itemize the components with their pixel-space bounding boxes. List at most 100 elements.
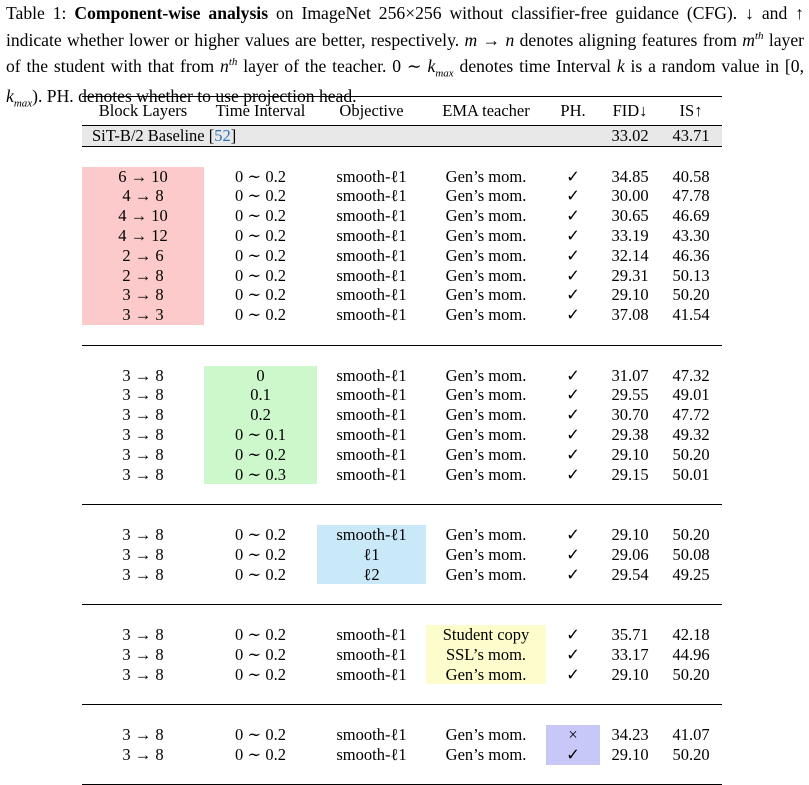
pad-cell	[82, 764, 722, 785]
cell-fid: 29.15	[611, 464, 649, 484]
cell-ema-teacher: SSL’s mom.	[426, 644, 546, 665]
header-time-interval: Time Interval	[204, 96, 317, 126]
cell-objective: smooth-ℓ1	[336, 424, 407, 444]
math-m: m	[742, 29, 755, 50]
cell-objective: smooth-ℓ1	[336, 186, 407, 206]
table-row: 2 → 8 0 ∼ 0.2 smooth-ℓ1 Gen’s mom. ✓ 29.31 50.…	[82, 265, 722, 286]
cell-is: 47.32	[672, 365, 710, 385]
cell-block-layers: 4 → 10	[82, 206, 204, 226]
cell-is: 50.13	[672, 265, 710, 285]
citation-link[interactable]: 52	[214, 126, 231, 145]
table-row: 3 → 8 0.2 smooth-ℓ1 Gen’s mom. ✓ 30.70 47.72	[82, 405, 722, 425]
cell-is: 41.54	[672, 305, 710, 325]
cell-ph: ✓	[566, 265, 580, 285]
table-row: 3 → 8 0 smooth-ℓ1 Gen’s mom. ✓ 31.07 47.32	[82, 365, 722, 386]
cell-ph: ✓	[566, 166, 580, 186]
table-row: 3 → 8 0 ∼ 0.2 ℓ2 Gen’s mom. ✓ 29.54 49.25	[82, 564, 722, 585]
cell-fid: 34.85	[611, 166, 649, 186]
table-row: 3 → 8 0 ∼ 0.2 smooth-ℓ1 Student copy ✓ 35.71 4…	[82, 624, 722, 645]
separator-cell	[82, 145, 722, 167]
cell-ph: ✓	[566, 385, 580, 405]
cell-objective: smooth-ℓ1	[336, 305, 407, 325]
baseline-label: SiT-B/2 Baseline [52]	[82, 125, 600, 147]
cell-is: 40.58	[672, 166, 710, 186]
pad-cell	[82, 584, 722, 604]
baseline-fid: 33.02	[600, 125, 660, 147]
cell-block-layers: 3 → 8	[122, 385, 164, 405]
cell-fid: 29.10	[611, 524, 649, 544]
cell-block-layers: 3 → 8	[122, 424, 164, 444]
cell-ema-teacher: Gen’s mom.	[445, 524, 527, 544]
cell-block-layers: 3 → 8	[122, 464, 164, 484]
cell-block-layers: 3 → 3	[82, 305, 204, 325]
table-row: 3 → 8 0 ∼ 0.2 smooth-ℓ1 Gen’s mom. ✓ 29.10 50.…	[82, 524, 722, 545]
cell-is: 43.30	[672, 225, 710, 245]
cell-fid: 31.07	[611, 365, 649, 385]
math-sub: max	[13, 97, 33, 110]
cell-fid: 33.17	[611, 644, 649, 664]
cell-ph: ✓	[566, 424, 580, 444]
pad-cell	[82, 484, 722, 504]
cell-ema-teacher: Gen’s mom.	[445, 305, 527, 325]
pad-cell	[82, 684, 722, 704]
math-arrow: →	[477, 29, 506, 50]
table-row: 4 → 10 0 ∼ 0.2 smooth-ℓ1 Gen’s mom. ✓ 30.65 46…	[82, 206, 722, 226]
caption-bold-title: Component-wise analysis	[74, 3, 269, 23]
cell-fid: 29.10	[611, 744, 649, 764]
cell-fid: 35.71	[611, 624, 649, 644]
cell-ema-teacher: Gen’s mom.	[445, 744, 527, 764]
table-row: 3 → 8 0 ∼ 0.2 smooth-ℓ1 SSL’s mom. ✓ 33.17 44.…	[82, 644, 722, 665]
cell-fid: 29.10	[611, 444, 649, 464]
table-row: 3 → 8 0 ∼ 0.1 smooth-ℓ1 Gen’s mom. ✓ 29.38 49.…	[82, 424, 722, 445]
cell-ph: ✓	[566, 305, 580, 325]
cell-time-interval: 0.1	[204, 385, 317, 406]
header-ph: PH.	[546, 96, 600, 126]
cell-time-interval: 0 ∼ 0.2	[235, 744, 286, 764]
caption-text: is a random value in [0,	[624, 55, 804, 76]
table-row: 3 → 3 0 ∼ 0.2 smooth-ℓ1 Gen’s mom. ✓ 37.08 41.…	[82, 305, 722, 325]
results-table: Block Layers Time Interval Objective EMA…	[82, 96, 722, 785]
cell-fid: 29.55	[611, 385, 649, 405]
table-row: 3 → 8 0 ∼ 0.2 smooth-ℓ1 Gen’s mom. ✓ 29.10 50.…	[82, 444, 722, 465]
table-row: 4 → 8 0 ∼ 0.2 smooth-ℓ1 Gen’s mom. ✓ 30.00 47.…	[82, 186, 722, 207]
cell-ema-teacher: Gen’s mom.	[445, 724, 527, 744]
cell-objective: smooth-ℓ1	[336, 166, 407, 186]
cell-block-layers: 2 → 6	[82, 245, 204, 266]
cell-ph: ✓	[566, 285, 580, 305]
cell-objective: ℓ1	[317, 544, 426, 565]
cell-block-layers: 3 → 8	[122, 365, 164, 385]
cell-objective: smooth-ℓ1	[336, 385, 407, 405]
group-separator	[82, 344, 722, 366]
pad-cell	[82, 325, 722, 345]
header-objective: Objective	[317, 96, 426, 126]
cell-time-interval: 0 ∼ 0.2	[235, 285, 286, 305]
cell-ema-teacher: Gen’s mom.	[445, 166, 527, 186]
table-row: 3 → 8 0 ∼ 0.2 smooth-ℓ1 Gen’s mom. × 34.23 41.…	[82, 724, 722, 745]
header-block-layers: Block Layers	[82, 96, 204, 126]
cell-objective: smooth-ℓ1	[336, 464, 407, 484]
cell-fid: 29.54	[611, 564, 649, 584]
cell-is: 42.18	[672, 624, 710, 644]
cell-ph: ✓	[566, 225, 580, 245]
cell-objective: smooth-ℓ1	[336, 365, 407, 385]
cell-time-interval: 0 ∼ 0.2	[235, 524, 286, 544]
cell-is: 44.96	[672, 644, 710, 664]
cell-ph: ✓	[566, 206, 580, 226]
cell-block-layers: 3 → 8	[122, 444, 164, 464]
cell-is: 50.08	[672, 544, 710, 564]
table-row: 3 → 8 0 ∼ 0.2 ℓ1 Gen’s mom. ✓ 29.06 50.08	[82, 544, 722, 565]
header-ema-teacher: EMA teacher	[426, 96, 546, 126]
cell-objective: smooth-ℓ1	[336, 225, 407, 245]
cell-time-interval: 0	[204, 365, 317, 386]
cell-is: 50.20	[672, 444, 710, 464]
cell-block-layers: 3 → 8	[122, 744, 164, 764]
cell-ph: ✓	[566, 524, 580, 544]
cell-ema-teacher: Gen’s mom.	[445, 385, 527, 405]
cell-ph: ✓	[566, 464, 580, 484]
cell-fid: 30.70	[611, 405, 649, 425]
group-pad	[82, 325, 722, 345]
cell-ema-teacher: Gen’s mom.	[445, 245, 527, 265]
cell-is: 49.25	[672, 564, 710, 584]
cell-block-layers: 3 → 8	[122, 644, 164, 664]
math-n: n	[220, 55, 229, 76]
